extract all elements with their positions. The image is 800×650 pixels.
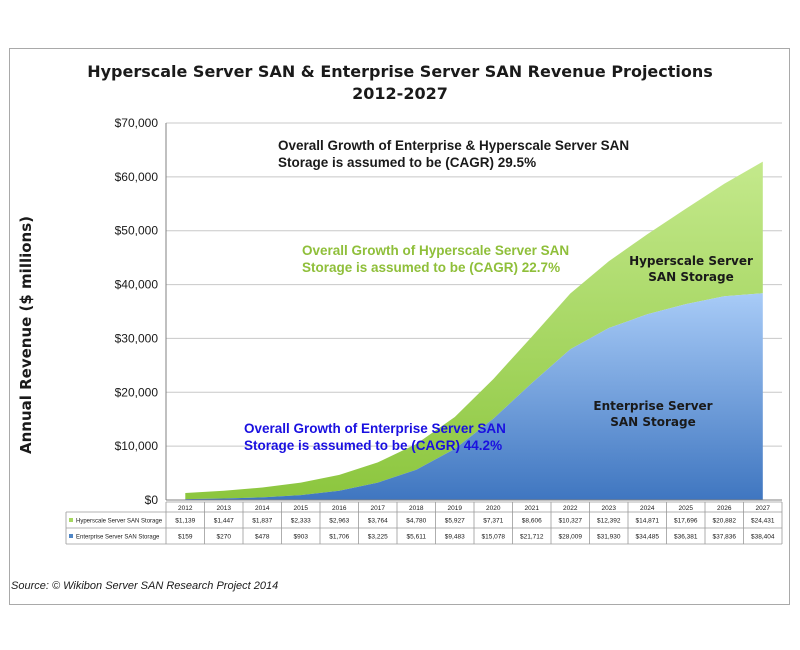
data-label: $9,483 <box>445 534 465 541</box>
data-label: $12,392 <box>597 518 621 525</box>
data-label: $8,606 <box>522 518 542 525</box>
data-label: $5,927 <box>445 518 465 525</box>
data-label: $10,327 <box>559 518 583 525</box>
x-tick-label: 2027 <box>756 505 771 512</box>
x-tick-label: 2012 <box>178 505 193 512</box>
data-label: $1,837 <box>252 518 272 525</box>
data-label: $1,139 <box>175 518 195 525</box>
table-series-name: Hyperscale Server SAN Storage <box>76 519 163 525</box>
annotation-overall-growth: Overall Growth of Enterprise & Hyperscal… <box>278 138 630 170</box>
data-label: $34,485 <box>636 534 660 541</box>
x-tick-label: 2022 <box>563 505 578 512</box>
data-label: $159 <box>178 534 193 541</box>
data-label: $21,712 <box>520 534 544 541</box>
data-label: $270 <box>217 534 232 541</box>
x-tick-label: 2013 <box>217 505 232 512</box>
data-label: $17,696 <box>674 518 698 525</box>
data-label: $2,333 <box>291 518 311 525</box>
series-area-enterprise <box>185 293 763 500</box>
x-tick-label: 2016 <box>332 505 347 512</box>
chart-title-line-2: 2012-2027 <box>352 84 448 103</box>
y-tick-label: $60,000 <box>115 170 159 184</box>
data-label: $28,009 <box>559 534 583 541</box>
y-tick-label: $10,000 <box>115 439 159 453</box>
x-tick-label: 2019 <box>448 505 463 512</box>
annotation-enterprise-growth: Overall Growth of Enterprise Server SAN … <box>244 421 506 453</box>
series-label-enterprise: Enterprise Server SAN Storage <box>593 399 713 429</box>
data-label: $15,078 <box>482 534 506 541</box>
data-label: $1,447 <box>214 518 234 525</box>
data-label: $14,871 <box>636 518 660 525</box>
data-label: $5,611 <box>407 534 427 541</box>
y-tick-label: $50,000 <box>115 224 159 238</box>
data-label: $903 <box>294 534 309 541</box>
chart-title: Hyperscale Server SAN & Enterprise Serve… <box>0 61 800 105</box>
data-label: $4,780 <box>406 518 426 525</box>
x-tick-label: 2021 <box>525 505 540 512</box>
data-label: $20,882 <box>713 518 737 525</box>
y-tick-label: $30,000 <box>115 331 159 345</box>
table-legend-swatch <box>69 534 73 538</box>
x-tick-label: 2015 <box>294 505 309 512</box>
data-label: $3,764 <box>368 518 388 525</box>
x-tick-label: 2026 <box>717 505 732 512</box>
data-label: $37,836 <box>713 534 737 541</box>
data-label: $36,381 <box>674 534 698 541</box>
table-legend-swatch <box>69 518 73 522</box>
data-label: $7,371 <box>483 518 503 525</box>
data-label: $38,404 <box>751 534 775 541</box>
x-tick-label: 2018 <box>409 505 424 512</box>
annotation-hyperscale-growth: Overall Growth of Hyperscale Server SAN … <box>302 243 570 275</box>
x-tick-label: 2025 <box>679 505 694 512</box>
x-tick-label: 2020 <box>486 505 501 512</box>
table-series-name: Enterprise Server SAN Storage <box>76 535 160 541</box>
data-label: $3,225 <box>368 534 388 541</box>
x-tick-label: 2017 <box>371 505 386 512</box>
data-label: $2,963 <box>329 518 349 525</box>
data-label: $1,706 <box>329 534 349 541</box>
series-area-hyperscale <box>185 161 763 500</box>
source-note: Source: © Wikibon Server SAN Research Pr… <box>11 580 279 592</box>
y-tick-label: $20,000 <box>115 385 159 399</box>
y-tick-label: $0 <box>145 493 159 507</box>
data-label: $31,930 <box>597 534 621 541</box>
data-label: $24,431 <box>751 518 775 525</box>
x-tick-label: 2023 <box>602 505 617 512</box>
series-label-hyperscale: Hyperscale Server SAN Storage <box>629 254 753 284</box>
x-tick-label: 2024 <box>640 505 655 512</box>
y-tick-label: $70,000 <box>115 116 159 130</box>
y-tick-label: $40,000 <box>115 278 159 292</box>
data-label: $478 <box>255 534 270 541</box>
chart-title-line-1: Hyperscale Server SAN & Enterprise Serve… <box>87 62 713 81</box>
x-tick-label: 2014 <box>255 505 270 512</box>
